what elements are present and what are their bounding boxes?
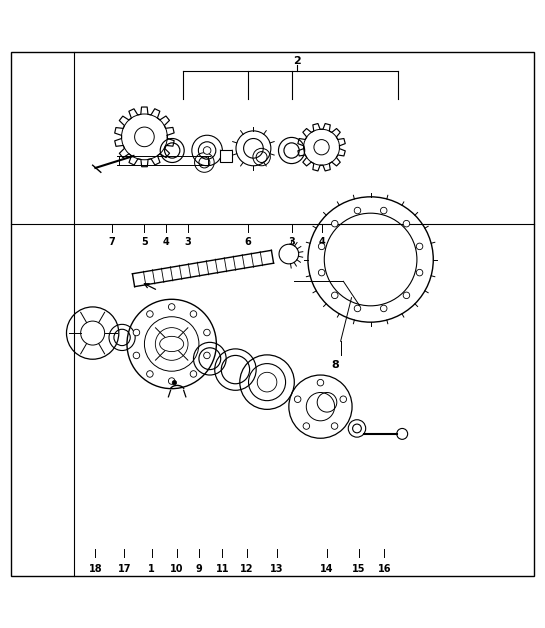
Circle shape — [190, 311, 197, 317]
Text: 3: 3 — [288, 237, 295, 247]
Text: 9: 9 — [196, 563, 202, 573]
Text: 14: 14 — [320, 563, 334, 573]
Circle shape — [147, 311, 153, 317]
Circle shape — [380, 305, 387, 311]
Text: 1: 1 — [148, 563, 155, 573]
Circle shape — [416, 243, 423, 250]
Circle shape — [294, 396, 301, 403]
Text: 18: 18 — [88, 563, 102, 573]
Text: 12: 12 — [240, 563, 253, 573]
Text: 3: 3 — [185, 237, 191, 247]
Text: 8: 8 — [331, 360, 339, 371]
Circle shape — [190, 371, 197, 377]
Circle shape — [403, 220, 410, 227]
Circle shape — [168, 378, 175, 384]
Circle shape — [168, 304, 175, 310]
Circle shape — [133, 352, 140, 359]
Circle shape — [318, 243, 325, 250]
Text: 4: 4 — [163, 237, 169, 247]
Text: 13: 13 — [270, 563, 283, 573]
Circle shape — [331, 292, 338, 298]
Circle shape — [340, 396, 347, 403]
Text: 7: 7 — [108, 237, 115, 247]
Bar — [220, 150, 232, 162]
Circle shape — [317, 379, 324, 386]
Circle shape — [380, 207, 387, 214]
Text: 15: 15 — [352, 563, 365, 573]
Circle shape — [303, 423, 310, 430]
Text: 6: 6 — [245, 237, 251, 247]
Text: 10: 10 — [171, 563, 184, 573]
Text: 5: 5 — [141, 237, 148, 247]
Circle shape — [203, 147, 211, 154]
Text: 17: 17 — [118, 563, 131, 573]
Circle shape — [318, 269, 325, 276]
Circle shape — [354, 305, 361, 311]
Circle shape — [204, 352, 210, 359]
Circle shape — [172, 381, 177, 385]
Text: 2: 2 — [293, 55, 301, 65]
Text: 4: 4 — [318, 237, 325, 247]
Circle shape — [147, 371, 153, 377]
Circle shape — [204, 329, 210, 336]
Text: 11: 11 — [216, 563, 229, 573]
Circle shape — [416, 269, 423, 276]
Text: 16: 16 — [378, 563, 391, 573]
Circle shape — [354, 207, 361, 214]
Circle shape — [403, 292, 410, 298]
Circle shape — [331, 220, 338, 227]
Circle shape — [133, 329, 140, 336]
Circle shape — [331, 423, 338, 430]
